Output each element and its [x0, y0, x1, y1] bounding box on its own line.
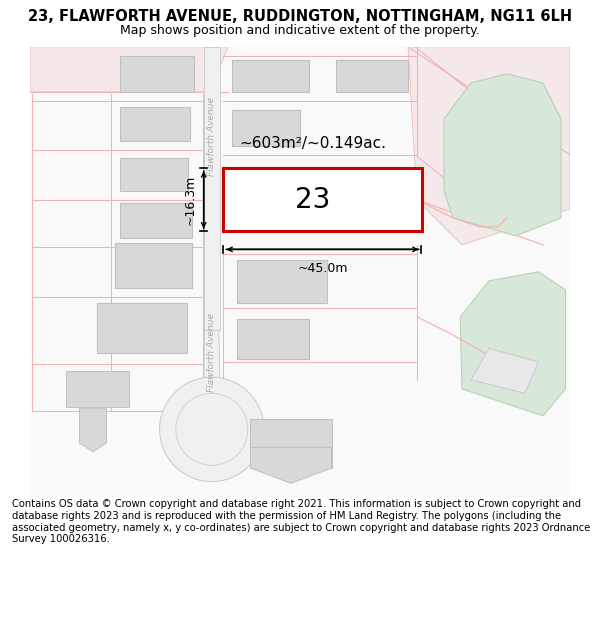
Bar [223, 168, 421, 231]
Bar [120, 159, 188, 191]
Bar [228, 174, 314, 227]
Polygon shape [408, 47, 570, 245]
Bar [66, 371, 129, 407]
Bar [120, 56, 194, 92]
Text: Contains OS data © Crown copyright and database right 2021. This information is : Contains OS data © Crown copyright and d… [12, 499, 590, 544]
Bar [97, 303, 187, 353]
Polygon shape [460, 272, 566, 416]
Bar [237, 260, 327, 303]
Polygon shape [30, 47, 228, 92]
Text: ~45.0m: ~45.0m [297, 262, 348, 275]
Polygon shape [204, 47, 220, 331]
Bar [232, 110, 300, 146]
Bar [115, 243, 192, 288]
Polygon shape [444, 74, 561, 236]
Bar [237, 319, 309, 359]
Text: 23: 23 [295, 186, 330, 214]
Text: 23, FLAWFORTH AVENUE, RUDDINGTON, NOTTINGHAM, NG11 6LH: 23, FLAWFORTH AVENUE, RUDDINGTON, NOTTIN… [28, 9, 572, 24]
Polygon shape [251, 448, 331, 483]
Text: Flawforth Avenue: Flawforth Avenue [208, 313, 216, 392]
Circle shape [160, 377, 264, 482]
Polygon shape [79, 409, 106, 452]
Bar [336, 61, 408, 92]
Bar [120, 107, 190, 141]
Text: Map shows position and indicative extent of the property.: Map shows position and indicative extent… [120, 24, 480, 36]
Circle shape [176, 393, 248, 466]
Polygon shape [203, 331, 221, 461]
Bar [232, 61, 309, 92]
Text: ~16.3m: ~16.3m [184, 175, 196, 225]
Polygon shape [471, 348, 539, 393]
Bar [251, 419, 331, 468]
Text: Flawforth Avenue: Flawforth Avenue [208, 98, 216, 176]
Text: ~603m²/~0.149ac.: ~603m²/~0.149ac. [240, 136, 387, 151]
Bar [120, 204, 192, 238]
